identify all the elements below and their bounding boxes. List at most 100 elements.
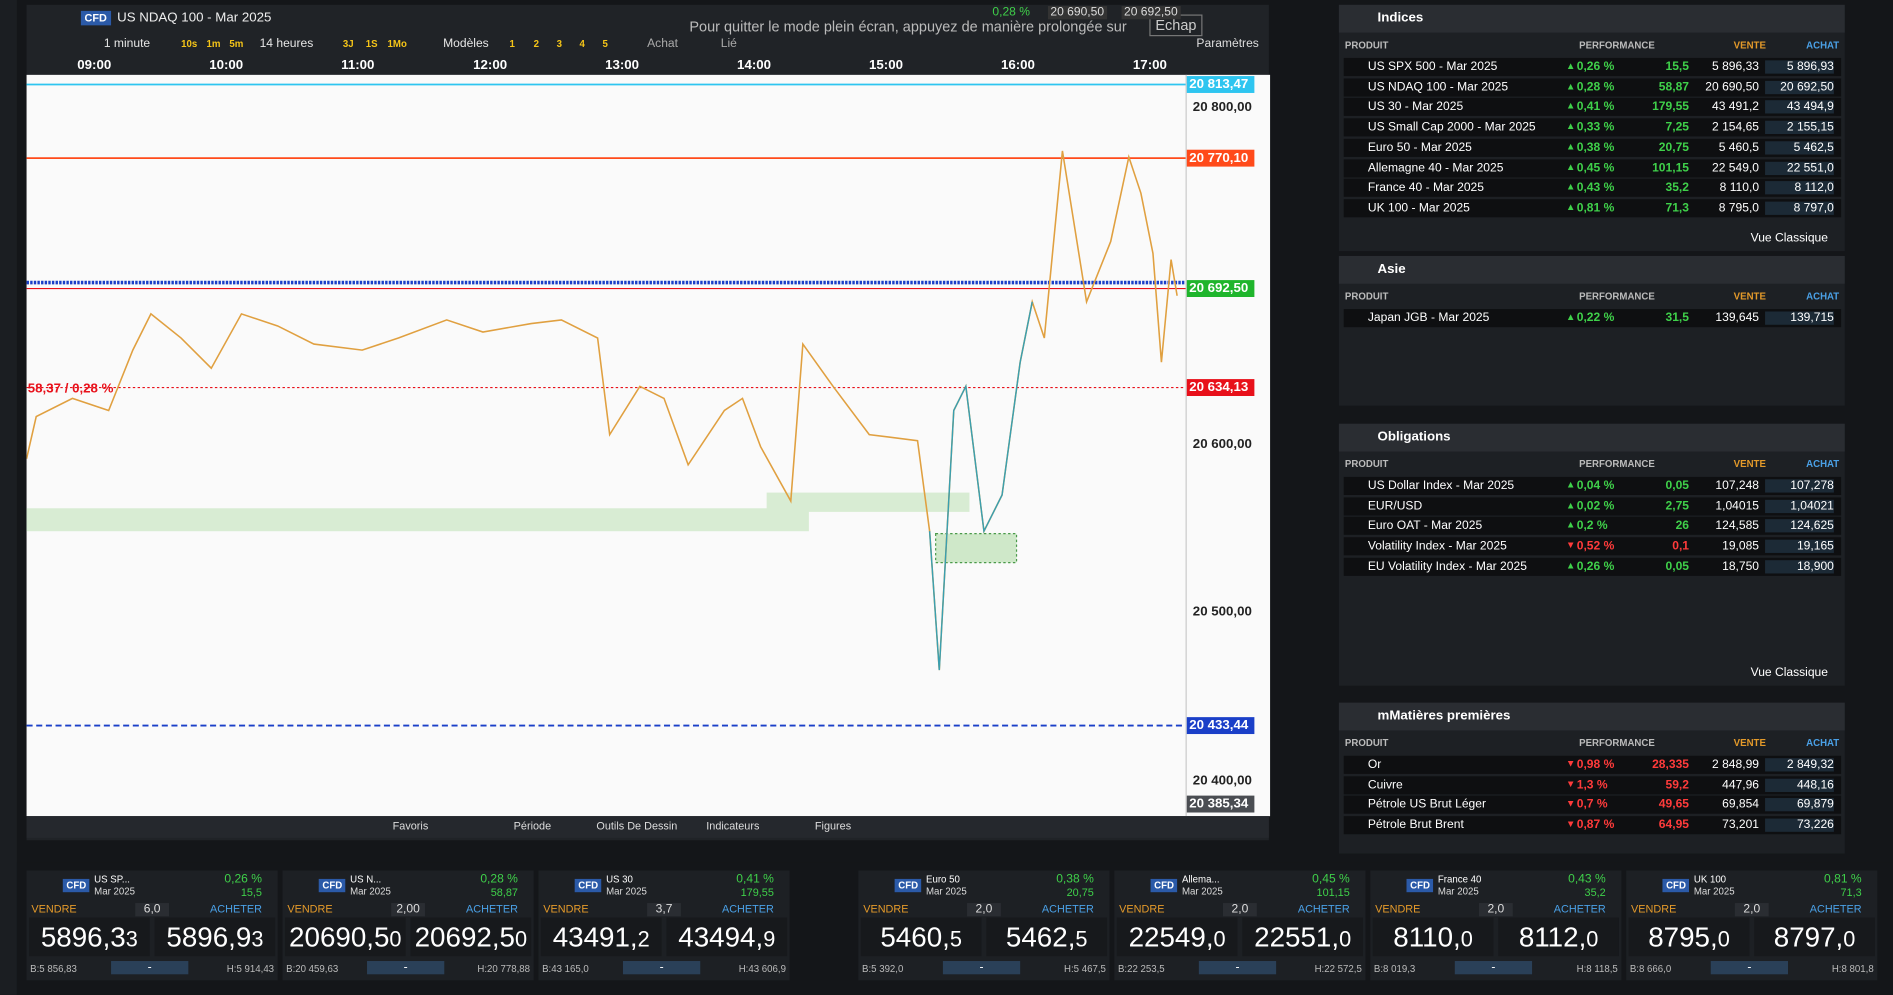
sell[interactable]: 8 795,0 <box>1718 201 1760 215</box>
interval-option[interactable]: 5m <box>229 38 244 50</box>
interval[interactable]: 1 minute <box>103 37 151 51</box>
buy[interactable]: 8 797,0 <box>1765 201 1834 215</box>
sell[interactable]: 22 549,0 <box>1712 161 1760 175</box>
sell-button[interactable] <box>1116 917 1238 957</box>
buy-button[interactable] <box>1498 917 1619 957</box>
toolbar-tab[interactable]: Figures <box>814 819 852 832</box>
sell[interactable]: 69,854 <box>1722 798 1760 812</box>
sell[interactable]: 139,645 <box>1715 311 1760 325</box>
buy-button[interactable] <box>1754 917 1875 957</box>
select[interactable]: - <box>1710 961 1789 975</box>
sell[interactable]: 5 896,33 <box>1712 60 1760 74</box>
interval-option[interactable]: 10s <box>181 38 198 50</box>
buy[interactable]: 43 494,9 <box>1765 100 1834 114</box>
product-name[interactable]: US Dollar Index - Mar 2025 <box>1367 479 1515 493</box>
preset[interactable]: 2 <box>533 38 540 50</box>
buy[interactable]: 73,226 <box>1765 818 1834 832</box>
buy[interactable]: 124,625 <box>1765 519 1834 533</box>
sell[interactable]: 43 491,2 <box>1712 100 1760 114</box>
buy[interactable]: 5 462,5 <box>1765 141 1834 155</box>
buy[interactable]: 8 112,0 <box>1765 181 1834 195</box>
buy-button[interactable] <box>410 917 532 957</box>
product-name[interactable]: US 30 - Mar 2025 <box>1367 100 1464 114</box>
product-name[interactable]: Allemagne 40 - Mar 2025 <box>1367 161 1504 175</box>
range-option[interactable]: 1S <box>365 38 378 50</box>
select[interactable]: - <box>942 961 1021 975</box>
buy[interactable]: 2 849,32 <box>1765 758 1834 772</box>
sell-button[interactable] <box>284 917 406 957</box>
preset[interactable]: 5 <box>602 38 608 50</box>
sell[interactable]: 2 848,99 <box>1712 758 1760 772</box>
select[interactable]: - <box>1198 961 1277 975</box>
buy[interactable]: 19,165 <box>1765 539 1834 554</box>
select[interactable]: - <box>1454 961 1533 975</box>
product-name[interactable]: Or <box>1367 758 1382 772</box>
product-name[interactable]: Euro OAT - Mar 2025 <box>1367 519 1483 533</box>
sell-button[interactable] <box>540 917 662 957</box>
toolbar-tab[interactable]: Indicateurs <box>706 819 760 832</box>
buy-button[interactable] <box>666 917 788 957</box>
select[interactable]: - <box>367 961 445 975</box>
sell[interactable]: 8 110,0 <box>1719 181 1760 195</box>
product-name[interactable]: US NDAQ 100 - Mar 2025 <box>1367 80 1509 94</box>
panel-title[interactable]: Obligations <box>1377 429 1451 445</box>
buy[interactable]: 18,900 <box>1765 559 1834 574</box>
buy[interactable]: 69,879 <box>1765 798 1834 812</box>
select[interactable]: - <box>622 961 701 975</box>
sell[interactable]: 124,585 <box>1715 519 1760 533</box>
sell[interactable]: 20 690,50 <box>1705 80 1760 94</box>
sell-button[interactable] <box>860 917 982 957</box>
sell[interactable]: 5 460,5 <box>1718 141 1760 155</box>
preset[interactable]: 1 <box>509 38 515 50</box>
preset[interactable]: 4 <box>579 38 585 50</box>
sell[interactable]: 73,201 <box>1722 818 1760 832</box>
buy[interactable]: 20 692,50 <box>1765 80 1834 94</box>
product-name[interactable]: US Small Cap 2000 - Mar 2025 <box>1367 120 1536 135</box>
footer-button[interactable]: Vue Classique <box>1750 231 1829 246</box>
product-name[interactable]: UK 100 - Mar 2025 <box>1367 201 1470 215</box>
product-name[interactable]: Pétrole Brut Brent <box>1367 818 1464 832</box>
interval-option[interactable]: 1m <box>206 38 221 50</box>
product-name[interactable]: France 40 - Mar 2025 <box>1367 181 1484 195</box>
sell[interactable]: 447,96 <box>1722 778 1760 792</box>
product-name[interactable]: EUR/USD <box>1367 499 1423 513</box>
preset[interactable]: 3 <box>556 38 562 50</box>
range-option[interactable]: 3J <box>342 38 354 50</box>
panel-title[interactable]: Asie <box>1377 261 1406 277</box>
sell-button[interactable] <box>1628 917 1750 957</box>
panel-title[interactable]: mMatières premières <box>1377 708 1511 724</box>
buy[interactable]: 2 155,15 <box>1765 120 1834 135</box>
toolbar-tab[interactable]: Période <box>513 819 552 832</box>
settings-button[interactable]: Paramètres <box>1196 37 1259 51</box>
buy[interactable]: 22 551,0 <box>1765 161 1834 175</box>
select[interactable]: - <box>111 961 189 975</box>
product-name[interactable]: Euro 50 - Mar 2025 <box>1367 141 1472 155</box>
buy[interactable]: 107,278 <box>1765 479 1834 493</box>
footer-button[interactable]: Vue Classique <box>1750 666 1829 680</box>
product-name[interactable]: EU Volatility Index - Mar 2025 <box>1367 559 1527 574</box>
sell-button[interactable] <box>28 917 150 957</box>
product-name[interactable]: Cuivre <box>1367 778 1403 792</box>
sell[interactable]: 2 154,65 <box>1712 120 1760 135</box>
range[interactable]: 14 heures <box>259 37 314 51</box>
range-option[interactable]: 1Mo <box>387 38 407 50</box>
buy-button[interactable]: Achat <box>647 37 678 51</box>
product-name[interactable]: US SPX 500 - Mar 2025 <box>1367 60 1498 74</box>
models[interactable]: Modèles <box>443 37 489 51</box>
sell[interactable]: 19,085 <box>1722 539 1760 554</box>
product-name[interactable]: Volatility Index - Mar 2025 <box>1367 539 1507 554</box>
buy-button[interactable] <box>1242 917 1364 957</box>
sell-button[interactable] <box>1372 917 1494 957</box>
sell[interactable]: 107,248 <box>1715 479 1760 493</box>
buy-button[interactable] <box>986 917 1108 957</box>
toolbar-tab[interactable]: Outils De Dessin <box>596 819 678 832</box>
linked-button[interactable]: Lié <box>720 37 737 51</box>
sell[interactable]: 1,04015 <box>1715 499 1760 513</box>
toolbar-tab[interactable]: Favoris <box>392 819 429 832</box>
buy[interactable]: 5 896,93 <box>1765 60 1834 74</box>
buy[interactable]: 1,04021 <box>1765 499 1834 513</box>
buy-button[interactable] <box>154 917 276 957</box>
product-name[interactable]: Japan JGB - Mar 2025 <box>1367 311 1490 325</box>
buy[interactable]: 139,715 <box>1765 311 1834 325</box>
product-name[interactable]: Pétrole US Brut Léger <box>1367 798 1486 812</box>
